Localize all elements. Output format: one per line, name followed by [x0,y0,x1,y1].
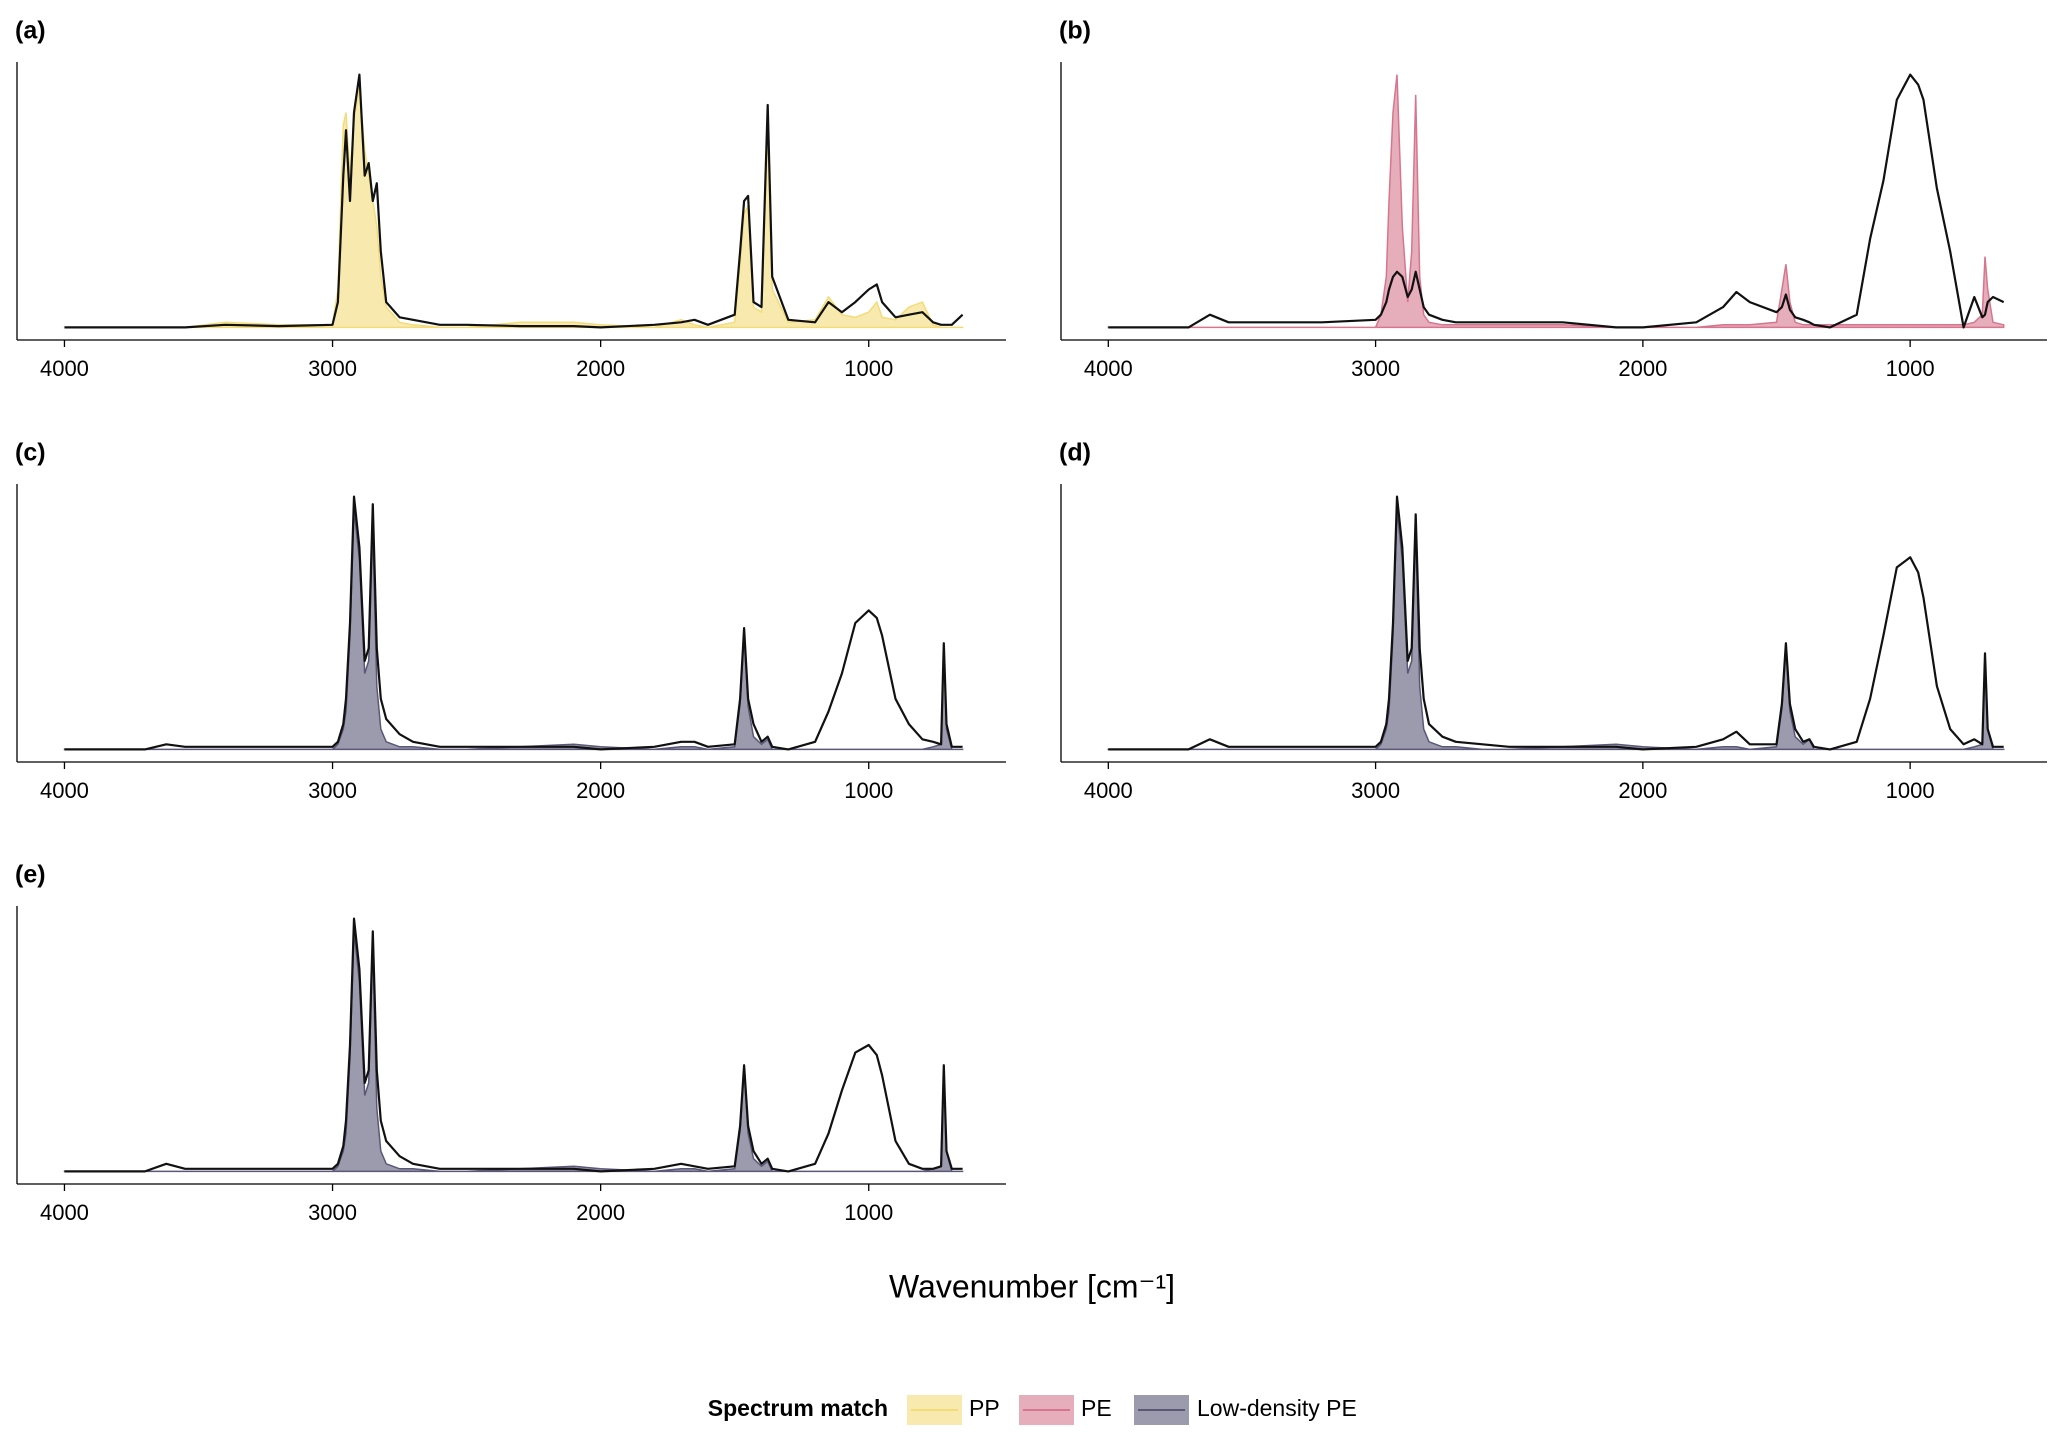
x-tick-label: 4000 [40,356,89,381]
x-tick-label: 1000 [1886,778,1935,803]
reference-area [1107,74,2005,329]
panel-title: (d) [1059,439,1091,467]
x-tick-label: 1000 [844,356,893,381]
x-tick-label: 3000 [1351,778,1400,803]
panel-title: (c) [15,439,46,467]
x-tick-label: 3000 [308,778,357,803]
sample-line [64,495,963,751]
legend-label: PP [969,1395,1000,1421]
x-tick-label: 3000 [308,1200,357,1225]
x-tick-label: 2000 [1618,778,1667,803]
x-tick-label: 4000 [40,1200,89,1225]
x-axis-label: Wavenumber [cm⁻¹] [889,1268,1175,1304]
reference-area [1107,509,2005,751]
legend-label: Low-density PE [1197,1395,1357,1421]
sample-line [1108,495,2004,751]
sample-line [1108,73,2005,329]
reference-area [63,87,964,329]
x-tick-label: 4000 [1084,356,1133,381]
x-tick-label: 2000 [576,778,625,803]
x-tick-label: 3000 [308,356,357,381]
legend-label: PE [1081,1395,1112,1421]
x-tick-label: 1000 [1886,356,1935,381]
x-tick-label: 2000 [1618,356,1667,381]
x-tick-label: 3000 [1351,356,1400,381]
x-tick-label: 1000 [844,1200,893,1225]
x-tick-label: 2000 [576,356,625,381]
panel-title: (e) [15,861,46,889]
x-tick-label: 1000 [844,778,893,803]
x-tick-label: 2000 [576,1200,625,1225]
x-tick-label: 4000 [1084,778,1133,803]
x-tick-label: 4000 [40,778,89,803]
sample-line [64,917,963,1173]
panel-title: (b) [1059,17,1091,45]
legend-title: Spectrum match [708,1395,888,1421]
panel-title: (a) [15,17,46,45]
sample-line [64,73,964,329]
